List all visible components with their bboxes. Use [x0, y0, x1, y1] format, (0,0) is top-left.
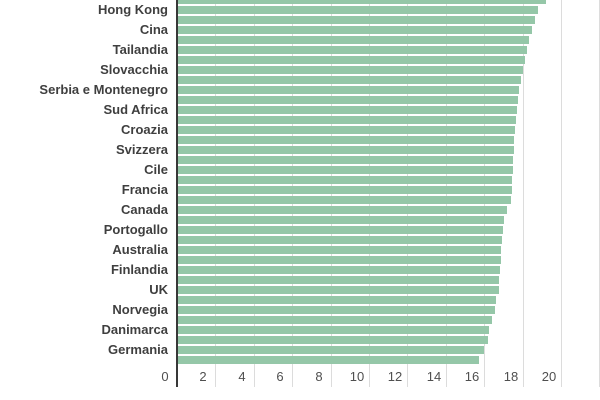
bar	[178, 236, 502, 244]
bar	[178, 146, 514, 154]
bar	[178, 266, 500, 274]
category-label: Sud Africa	[103, 102, 168, 117]
bar	[178, 16, 535, 24]
bar	[178, 26, 532, 34]
bar	[178, 156, 513, 164]
bar	[178, 226, 503, 234]
x-tick-label: 4	[238, 369, 246, 384]
bar	[178, 356, 479, 364]
bar	[178, 96, 518, 104]
bar	[178, 206, 507, 214]
bar	[178, 76, 521, 84]
category-label: Slovacchia	[100, 62, 168, 77]
x-tick-label: 8	[315, 369, 323, 384]
category-label: Croazia	[121, 122, 168, 137]
bar	[178, 46, 527, 54]
bar	[178, 66, 523, 74]
x-tick-label: 14	[426, 369, 442, 384]
bar	[178, 106, 517, 114]
bar	[178, 116, 516, 124]
bar	[178, 196, 511, 204]
y-axis-line	[176, 0, 178, 387]
bar	[178, 276, 499, 284]
category-label: Germania	[108, 342, 168, 357]
x-tick-label: 2	[199, 369, 207, 384]
x-tick-label: 18	[503, 369, 519, 384]
bar	[178, 286, 499, 294]
x-tick-label: 10	[349, 369, 365, 384]
x-gridline	[523, 0, 524, 387]
category-label: Danimarca	[101, 322, 168, 337]
category-label: Francia	[121, 182, 168, 197]
category-label: Hong Kong	[97, 2, 168, 17]
x-tick-label: 16	[464, 369, 480, 384]
x-tick-label: 12	[387, 369, 403, 384]
category-label: Serbia e Montenegro	[39, 82, 168, 97]
bar	[178, 336, 488, 344]
category-label: Cile	[144, 162, 168, 177]
bar	[178, 36, 529, 44]
bar	[178, 6, 538, 14]
bar	[178, 256, 501, 264]
category-label: UK	[149, 282, 168, 297]
x-tick-label: 0	[161, 369, 169, 384]
bar	[178, 56, 525, 64]
bar	[178, 326, 489, 334]
x-tick-label: 6	[276, 369, 284, 384]
bar	[178, 216, 504, 224]
category-label: Finlandia	[110, 262, 168, 277]
bar	[178, 86, 519, 94]
bar	[178, 176, 512, 184]
bar	[178, 166, 513, 174]
category-label: Norvegia	[112, 302, 168, 317]
category-label: Cina	[139, 22, 168, 37]
bar	[178, 126, 515, 134]
x-tick-label: 20	[541, 369, 557, 384]
bar	[178, 346, 484, 354]
bar	[178, 306, 495, 314]
category-label: Tailandia	[112, 42, 168, 57]
category-label: Australia	[112, 242, 168, 257]
bar	[178, 136, 514, 144]
bar	[178, 246, 501, 254]
category-label: Svizzera	[115, 142, 168, 157]
category-label: Canada	[121, 202, 168, 217]
bar	[178, 186, 512, 194]
x-gridline	[561, 0, 562, 387]
category-label: Portogallo	[103, 222, 168, 237]
bar	[178, 316, 492, 324]
bar	[178, 0, 546, 4]
bar	[178, 296, 496, 304]
